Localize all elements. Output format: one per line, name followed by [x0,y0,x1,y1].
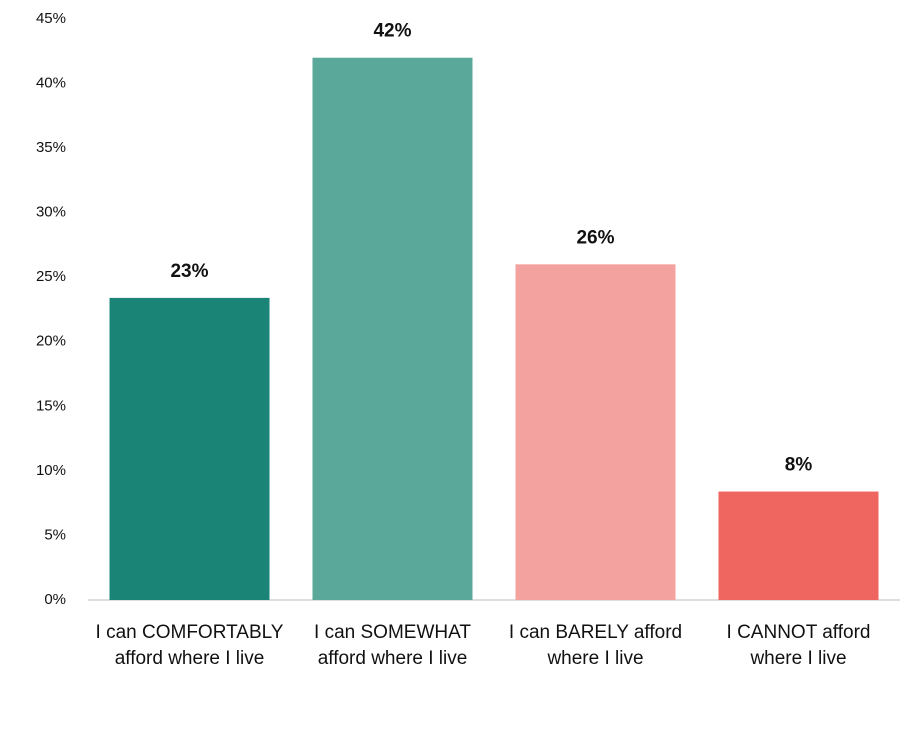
y-tick-label: 35% [36,139,66,156]
y-tick-label: 40% [36,75,66,92]
y-tick-label: 25% [36,268,66,285]
value-label: 26% [576,227,614,248]
y-tick-label: 30% [36,204,66,221]
x-tick-label: I CANNOT afford where I live [726,622,871,669]
bar [515,264,676,600]
y-tick-label: 5% [44,526,66,543]
y-tick-label: 10% [36,462,66,479]
bar [312,57,473,600]
value-label: 8% [785,455,813,476]
value-label: 42% [373,21,411,42]
x-tick-label: I can BARELY afford where I live [508,622,683,669]
bar [109,297,270,600]
x-tick-label: I can SOMEWHAT afford where I live [314,622,471,669]
x-tick-label: I can COMFORTABLY afford where I live [95,622,284,669]
value-label: 23% [170,261,208,282]
bar [718,491,879,600]
y-tick-label: 45% [36,10,66,27]
y-tick-label: 15% [36,397,66,414]
y-tick-label: 0% [44,591,66,608]
y-tick-label: 20% [36,333,66,350]
